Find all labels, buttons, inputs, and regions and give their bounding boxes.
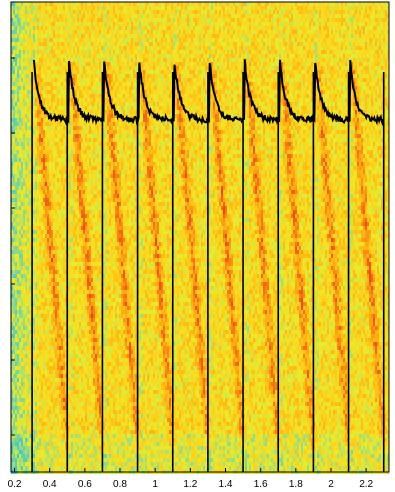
x-tick-label-6: 1.2 bbox=[183, 479, 197, 490]
x-tick-label-10: 2 bbox=[328, 479, 334, 490]
x-tick-label-3: 0.6 bbox=[78, 479, 92, 490]
x-tick-label-5: 1 bbox=[152, 479, 158, 490]
x-tick-label-11: 2.2 bbox=[359, 479, 373, 490]
x-tick-label-7: 1.4 bbox=[219, 479, 233, 490]
x-tick-label-4: 0.8 bbox=[113, 479, 127, 490]
x-tick-label-8: 1.6 bbox=[254, 479, 268, 490]
x-tick-label-2: 0.4 bbox=[43, 479, 57, 490]
x-tick-label-1: 0.2 bbox=[8, 479, 22, 490]
x-tick-label-9: 1.8 bbox=[289, 479, 303, 490]
